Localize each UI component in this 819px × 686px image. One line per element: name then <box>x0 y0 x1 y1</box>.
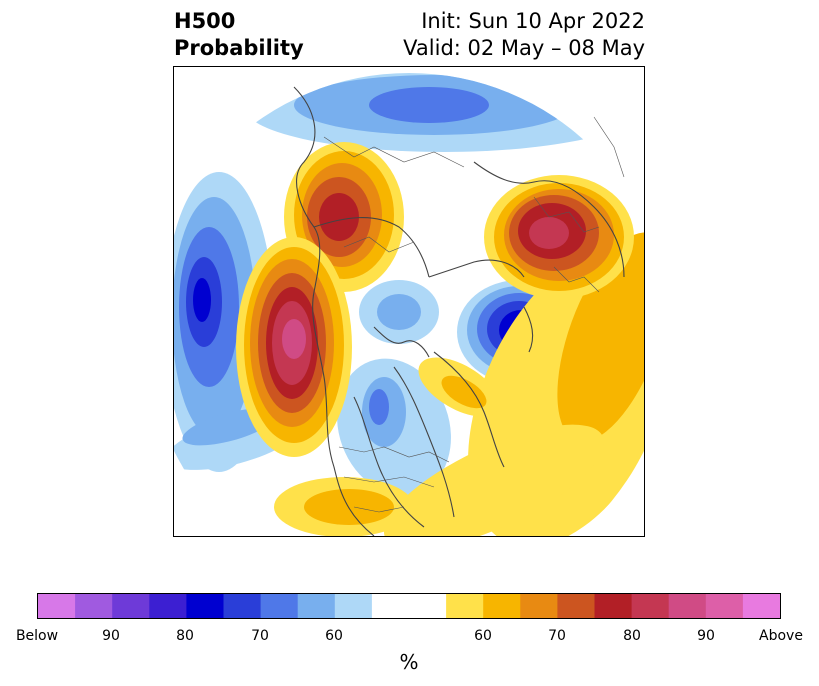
below-anomaly-polar <box>359 280 439 344</box>
colorbar-swatch <box>75 594 113 618</box>
below-anomaly-north-america <box>337 358 451 496</box>
probability-map <box>173 66 645 537</box>
init-date: Init: Sun 10 Apr 2022 <box>421 9 645 33</box>
colorbar-swatch <box>557 594 595 618</box>
colorbar-tick: Below <box>15 628 59 644</box>
colorbar-swatch <box>186 594 224 618</box>
colorbar-swatch <box>223 594 262 618</box>
colorbar-swatch <box>149 594 187 618</box>
colorbar-tick: 70 <box>251 628 269 644</box>
above-anomaly-europe <box>484 175 634 299</box>
above-anomaly-asia <box>284 142 404 292</box>
coastlines <box>293 86 625 536</box>
colorbar-swatch <box>520 594 558 618</box>
forecast-dates: Init: Sun 10 Apr 2022 Valid: 02 May – 08… <box>403 8 645 62</box>
colorbar-swatch <box>594 594 633 618</box>
colorbar-tick: 90 <box>697 628 715 644</box>
colorbar-unit-label: % <box>399 650 419 674</box>
colorbar-swatch <box>112 594 150 618</box>
colorbar-swatch <box>668 594 707 618</box>
colorbar-swatch <box>371 594 447 618</box>
colorbar-swatch <box>631 594 670 618</box>
colorbar-swatch <box>334 594 373 618</box>
title-variable: H500 <box>174 9 236 33</box>
probability-colorbar <box>37 593 781 619</box>
colorbar-tick: 90 <box>102 628 120 644</box>
colorbar-tick: 70 <box>548 628 566 644</box>
map-title: H500 Probability <box>174 8 304 62</box>
colorbar-tick: 80 <box>176 628 194 644</box>
colorbar-swatches <box>38 594 780 618</box>
colorbar-tick: 60 <box>474 628 492 644</box>
colorbar-swatch <box>705 594 744 618</box>
above-anomaly-atlantic-band <box>383 232 644 536</box>
colorbar-swatch <box>446 594 484 618</box>
colorbar-tick: 60 <box>325 628 343 644</box>
above-anomaly-southwest-us <box>274 477 414 536</box>
colorbar-swatch <box>297 594 336 618</box>
colorbar-swatch <box>483 594 521 618</box>
colorbar-tick: 80 <box>623 628 641 644</box>
political-borders <box>323 116 625 513</box>
colorbar-tick: Above <box>759 628 803 644</box>
above-anomaly-pacific <box>236 237 352 457</box>
map-canvas <box>174 73 644 536</box>
colorbar-swatch <box>260 594 299 618</box>
valid-dates: Valid: 02 May – 08 May <box>403 36 645 60</box>
colorbar-swatch <box>742 594 780 618</box>
colorbar-swatch <box>38 594 76 618</box>
title-type: Probability <box>174 36 304 60</box>
